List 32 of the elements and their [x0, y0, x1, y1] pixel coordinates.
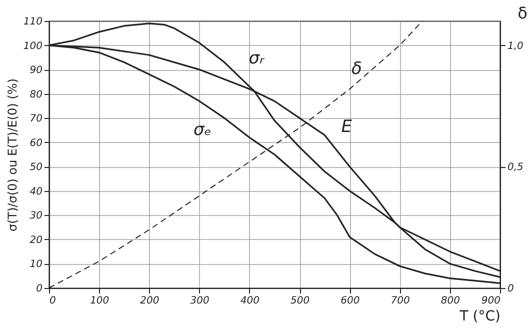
y-tick-label: 30: [30, 210, 42, 222]
annotation: δ: [352, 59, 362, 80]
x-axis-title: T (°C): [458, 308, 500, 324]
y-tick-label: 60: [30, 138, 42, 149]
y-tick-label: 90: [30, 65, 42, 76]
x-tick-label: 100: [90, 296, 110, 306]
y-tick-label: 20: [30, 234, 42, 246]
y2-tick-label: 0: [508, 284, 514, 294]
y-tick-label: 0: [36, 284, 42, 294]
y-tick-label: 10: [30, 259, 42, 270]
x-tick-label: 0: [50, 296, 56, 306]
x-tick-label: 800: [440, 296, 460, 306]
y-tick-label: 80: [30, 89, 42, 100]
y-tick-label: 50: [30, 162, 42, 174]
y-tick-label: 100: [23, 40, 42, 52]
x-tick-label: 700: [390, 296, 410, 306]
annotation: σₑ: [193, 120, 212, 140]
annotation: E: [341, 117, 352, 138]
y2-tick-label: 0,5: [508, 162, 524, 174]
annotation: σᵣ: [248, 48, 265, 68]
y-tick-label: 70: [30, 114, 42, 125]
y2-axis-title: δ: [518, 4, 528, 22]
x-tick-label: 300: [190, 296, 210, 306]
x-tick-label: 400: [240, 296, 260, 306]
y2-tick-label: 1,0: [508, 40, 524, 52]
y-axis-title: σ(T)/σ(0) ou E(T)/E(0) (%): [5, 78, 20, 232]
x-tick-label: 900: [481, 296, 500, 306]
x-tick-label: 500: [290, 296, 310, 306]
x-tick-label: 600: [340, 296, 360, 306]
y-tick-label: 40: [30, 186, 42, 198]
y-tick-label: 110: [23, 16, 42, 28]
x-tick-label: 200: [140, 296, 160, 306]
